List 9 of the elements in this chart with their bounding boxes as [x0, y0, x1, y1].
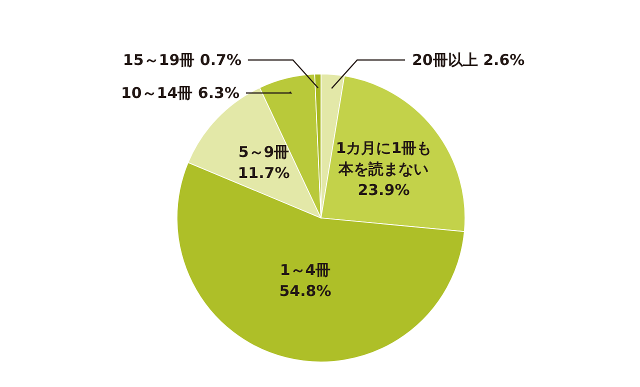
slice-label: 10～14冊 6.3%	[120, 84, 240, 102]
slice-label: 20冊以上 2.6%	[412, 51, 525, 69]
slice-label: 1～4冊	[278, 260, 332, 281]
slice-label: 1カ月に1冊も本を読まない	[334, 138, 433, 180]
slice-label: 5～9冊	[237, 142, 290, 164]
data-label: 54.8%	[278, 280, 332, 302]
slice-label: 15～19冊 0.7%	[122, 51, 242, 69]
data-label: 23.9%	[356, 180, 411, 202]
data-label: 11.7%	[236, 163, 291, 184]
